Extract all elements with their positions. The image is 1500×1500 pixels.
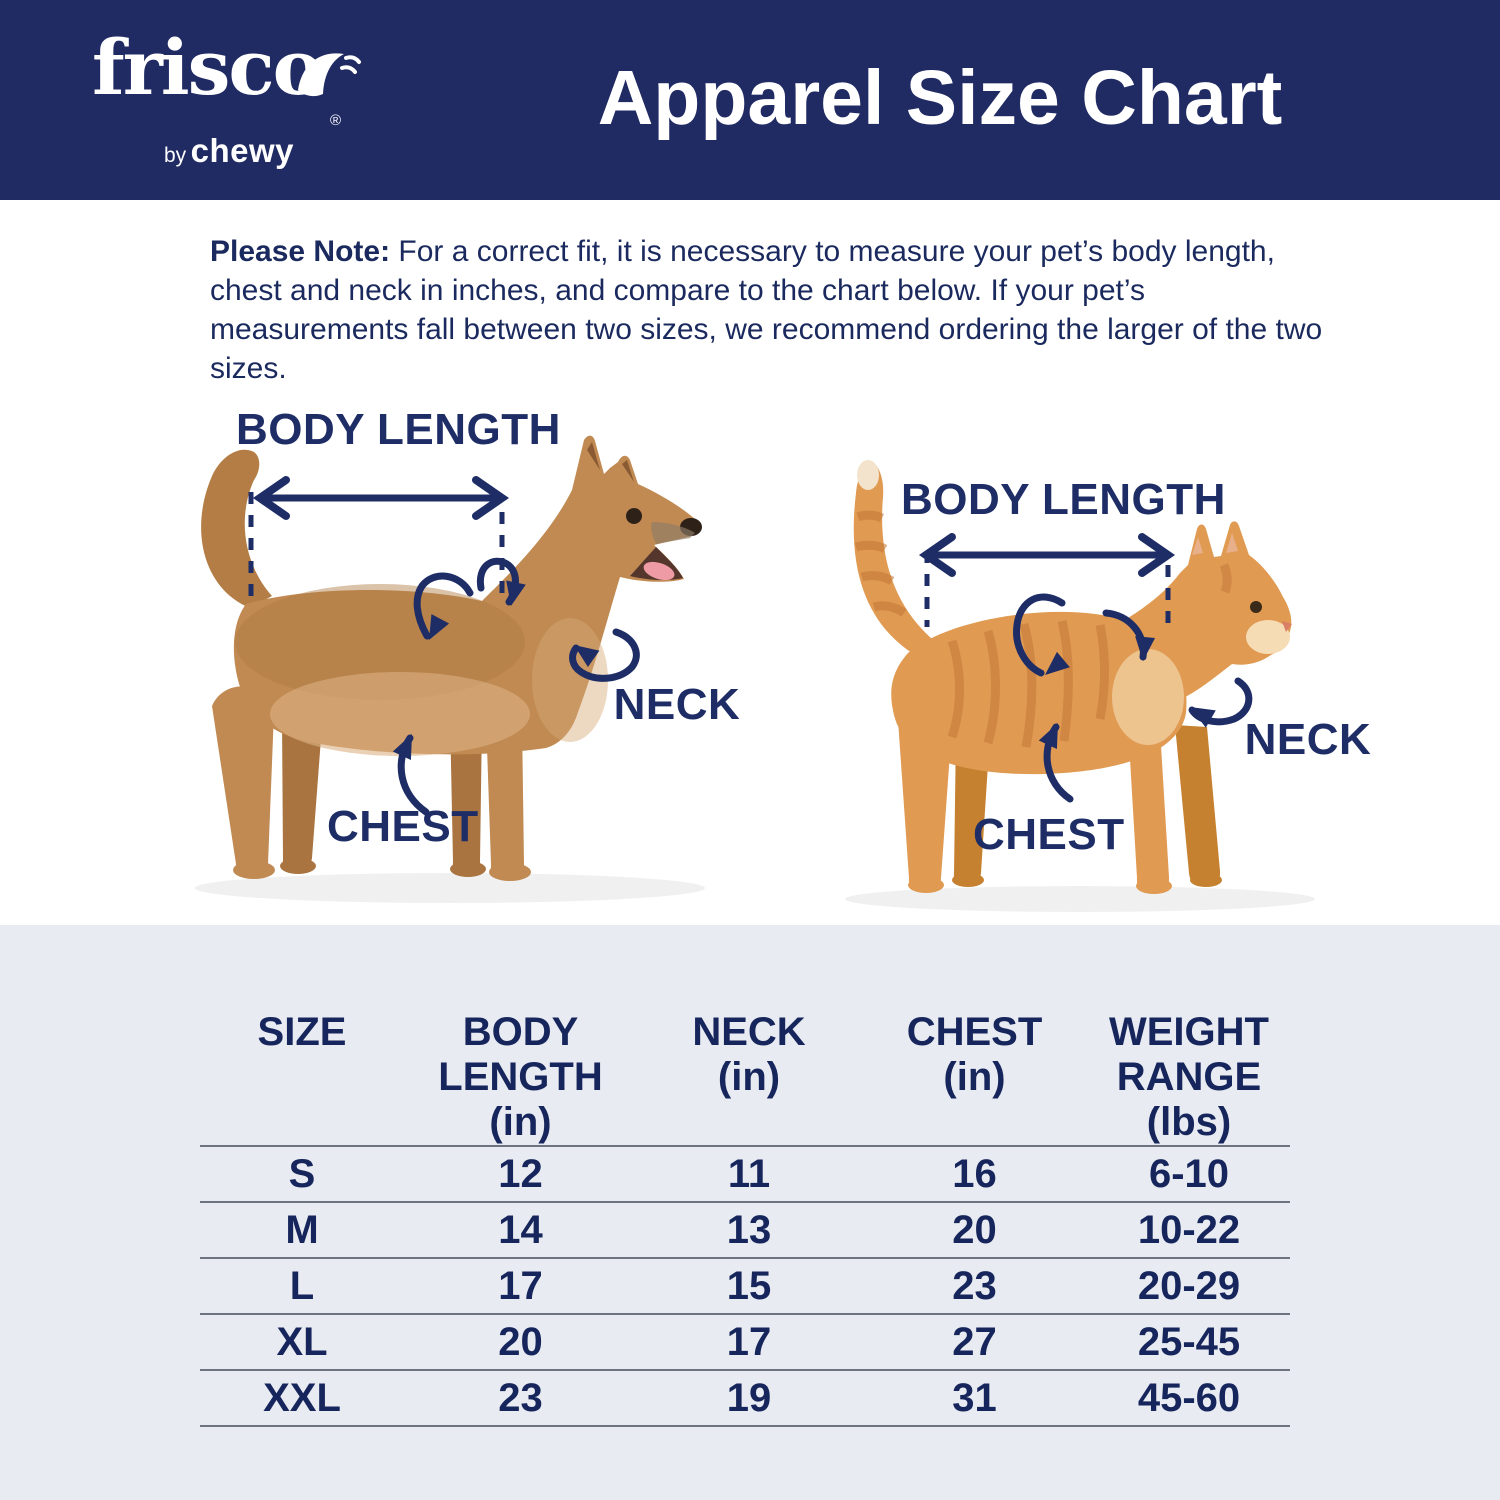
cell-neck: 19 <box>726 1375 772 1420</box>
cell-chest: 16 <box>952 1151 997 1196</box>
frisco-wordmark: frisco <box>92 23 323 112</box>
dog-body-length-arrow <box>248 476 510 602</box>
cell-size: L <box>289 1263 315 1308</box>
cell-neck: 13 <box>726 1207 772 1252</box>
cat-neck-arrow <box>1188 677 1253 728</box>
note-label: Please Note: <box>210 235 391 268</box>
note-text: For a correct fit, it is necessary to me… <box>210 235 1323 385</box>
dog-chest-label: CHEST <box>327 802 479 851</box>
cell-chest: 23 <box>952 1263 997 1308</box>
cell-chest: 31 <box>952 1375 997 1420</box>
dog-measure-annotations <box>248 476 640 816</box>
by-chewy-wordmark: by chewy <box>164 132 295 169</box>
cell-chest: 27 <box>952 1319 997 1364</box>
table-section-background <box>0 925 1500 1500</box>
dog-measurement-diagram: BODY LENGTH NECK CHEST <box>150 380 750 920</box>
col-header-chest: CHEST (in) <box>906 1010 1043 1099</box>
dog-neck-arrow <box>569 628 640 682</box>
col-header-weight-range: WEIGHT RANGE (lbs) <box>1109 1010 1269 1144</box>
cell-chest: 20 <box>952 1207 997 1252</box>
cat-body-length-arrow <box>918 533 1176 627</box>
cat-body-length-label: BODY LENGTH <box>901 475 1226 524</box>
cat-measure-annotations <box>918 533 1253 803</box>
frisco-logo: frisco ® by chewy <box>92 28 392 178</box>
cat-measurement-diagram: BODY LENGTH NECK CHEST <box>800 425 1400 920</box>
cell-body-length: 17 <box>498 1263 543 1308</box>
cat-illustration <box>845 460 1315 912</box>
col-header-body-length: BODY LENGTH (in) <box>438 1010 603 1144</box>
cell-body-length: 12 <box>498 1151 543 1196</box>
cell-weight: 10-22 <box>1137 1207 1241 1252</box>
table-row-xxl: XXL 23 19 31 45-60 <box>200 1371 1290 1427</box>
cell-weight: 45-60 <box>1137 1375 1241 1420</box>
dog-neck-label: NECK <box>613 680 741 729</box>
cat-chest-arrow <box>1038 723 1074 803</box>
size-table: SIZE BODY LENGTH (in) NECK (in) CHEST (i… <box>200 1010 1290 1427</box>
cell-weight: 6-10 <box>1148 1151 1230 1196</box>
cell-weight: 20-29 <box>1137 1263 1241 1308</box>
cell-neck: 15 <box>726 1263 772 1308</box>
fit-note: Please Note: For a correct fit, it is ne… <box>210 232 1328 388</box>
dog-body-length-label: BODY LENGTH <box>236 405 561 454</box>
dog-chest-arrow <box>392 734 430 816</box>
cell-size: XXL <box>263 1375 341 1420</box>
col-header-size: SIZE <box>257 1010 347 1054</box>
cat-chest-label: CHEST <box>973 810 1125 859</box>
col-header-neck: NECK (in) <box>692 1010 806 1099</box>
header-banner: frisco ® by chewy Apparel Size Chart <box>0 0 1500 200</box>
dog-illustration <box>195 435 705 903</box>
cell-weight: 25-45 <box>1137 1319 1241 1364</box>
cell-body-length: 23 <box>498 1375 543 1420</box>
table-row-xl: XL 20 17 27 25-45 <box>200 1315 1290 1371</box>
cat-girth-arrows <box>1013 593 1156 677</box>
cat-neck-label: NECK <box>1244 715 1372 764</box>
cell-size: M <box>285 1207 319 1252</box>
cell-body-length: 20 <box>498 1319 543 1364</box>
cell-size: S <box>288 1151 316 1196</box>
cell-body-length: 14 <box>498 1207 543 1252</box>
cell-size: XL <box>276 1319 328 1364</box>
page-title: Apparel Size Chart <box>597 55 1283 141</box>
cat-silhouette <box>853 460 1292 894</box>
logo-swoosh-icon <box>298 53 361 97</box>
registered-mark: ® <box>330 112 342 129</box>
table-row-l: L 17 15 23 20-29 <box>200 1259 1290 1315</box>
table-row-m: M 14 13 20 10-22 <box>200 1203 1290 1259</box>
table-row-s: S 12 11 16 6-10 <box>200 1147 1290 1203</box>
cell-neck: 11 <box>727 1151 771 1196</box>
cell-neck: 17 <box>726 1319 772 1364</box>
dog-girth-arrows <box>413 557 526 640</box>
size-table-header-row: SIZE BODY LENGTH (in) NECK (in) CHEST (i… <box>200 1010 1290 1147</box>
